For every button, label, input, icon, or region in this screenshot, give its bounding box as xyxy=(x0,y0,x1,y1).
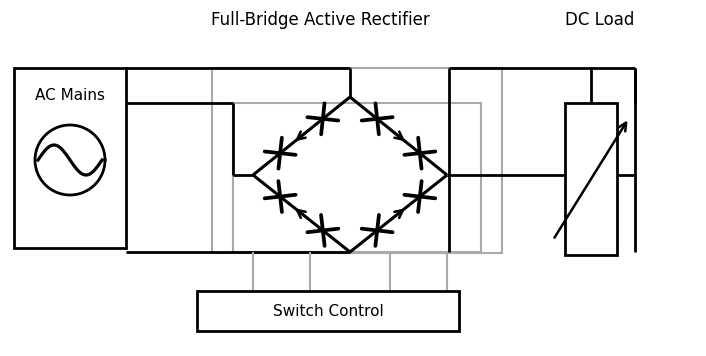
Text: AC Mains: AC Mains xyxy=(35,89,105,104)
Bar xyxy=(233,103,481,252)
Text: Full-Bridge Active Rectifier: Full-Bridge Active Rectifier xyxy=(210,11,429,29)
Bar xyxy=(565,103,617,255)
Bar xyxy=(197,291,459,331)
Bar xyxy=(212,68,502,253)
Bar xyxy=(14,68,126,248)
Text: Switch Control: Switch Control xyxy=(273,304,383,319)
Text: DC Load: DC Load xyxy=(566,11,635,29)
